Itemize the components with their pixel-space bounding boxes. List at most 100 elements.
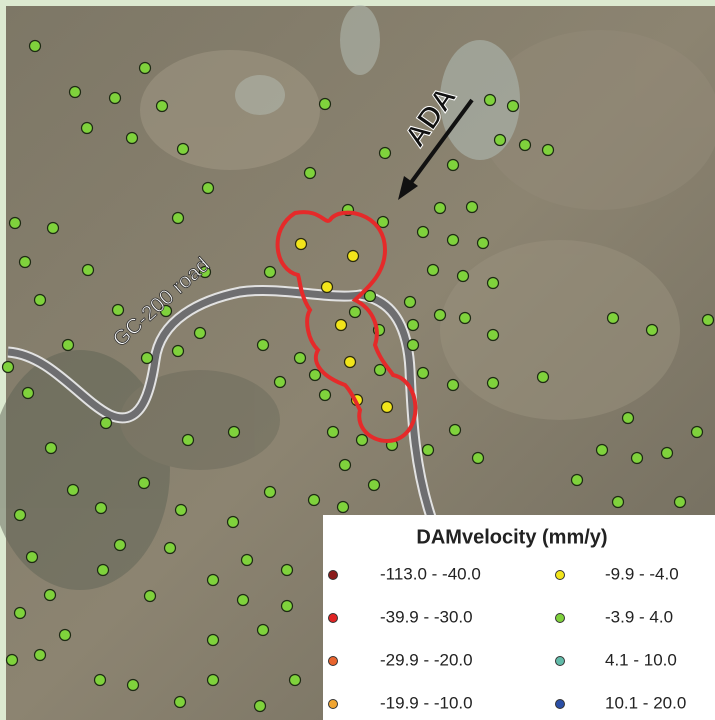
- point: [275, 377, 286, 388]
- point: [692, 427, 703, 438]
- point: [632, 453, 643, 464]
- point: [380, 148, 391, 159]
- legend-swatch: [329, 614, 338, 623]
- point: [405, 297, 416, 308]
- map-view: ADA GC-200 road DAMvelocity (mm/y) -113.…: [0, 0, 715, 720]
- point: [336, 320, 347, 331]
- point: [208, 575, 219, 586]
- point: [96, 503, 107, 514]
- point: [365, 291, 376, 302]
- point: [608, 313, 619, 324]
- point: [208, 675, 219, 686]
- point: [282, 565, 293, 576]
- legend-swatch: [329, 571, 338, 580]
- point: [60, 630, 71, 641]
- point: [350, 307, 361, 318]
- point: [460, 313, 471, 324]
- point: [572, 475, 583, 486]
- point: [310, 370, 321, 381]
- point: [140, 63, 151, 74]
- point: [322, 282, 333, 293]
- point: [45, 590, 56, 601]
- point: [448, 380, 459, 391]
- point: [647, 325, 658, 336]
- point: [127, 133, 138, 144]
- point: [128, 680, 139, 691]
- point: [348, 251, 359, 262]
- point: [458, 271, 469, 282]
- point: [15, 608, 26, 619]
- point: [543, 145, 554, 156]
- legend-swatch: [556, 571, 565, 580]
- point: [662, 448, 673, 459]
- point: [450, 425, 461, 436]
- point: [101, 418, 112, 429]
- point: [473, 453, 484, 464]
- point: [110, 93, 121, 104]
- point: [488, 330, 499, 341]
- point: [10, 218, 21, 229]
- point: [255, 701, 266, 712]
- point: [157, 101, 168, 112]
- point: [35, 650, 46, 661]
- point: [175, 697, 186, 708]
- point: [68, 485, 79, 496]
- legend-label: -9.9 - -4.0: [605, 564, 679, 583]
- point: [229, 427, 240, 438]
- point: [357, 435, 368, 446]
- point: [228, 517, 239, 528]
- point: [176, 505, 187, 516]
- legend-swatch: [329, 700, 338, 709]
- point: [435, 203, 446, 214]
- point: [508, 101, 519, 112]
- point: [15, 510, 26, 521]
- point: [295, 353, 306, 364]
- point: [418, 368, 429, 379]
- point: [340, 460, 351, 471]
- point: [242, 555, 253, 566]
- point: [98, 565, 109, 576]
- point: [258, 625, 269, 636]
- point: [448, 160, 459, 171]
- point: [282, 601, 293, 612]
- legend-label: -39.9 - -30.0: [380, 607, 473, 626]
- legend-title: DAMvelocity (mm/y): [416, 526, 607, 548]
- point: [703, 315, 714, 326]
- point: [467, 202, 478, 213]
- point: [195, 328, 206, 339]
- point: [20, 257, 31, 268]
- point: [83, 265, 94, 276]
- point: [203, 183, 214, 194]
- point: [613, 497, 624, 508]
- point: [478, 238, 489, 249]
- point: [7, 655, 18, 666]
- point: [115, 540, 126, 551]
- point: [485, 95, 496, 106]
- point: [488, 378, 499, 389]
- point: [3, 362, 14, 373]
- point: [23, 388, 34, 399]
- point: [369, 480, 380, 491]
- page: ADA GC-200 road DAMvelocity (mm/y) -113.…: [0, 0, 715, 720]
- point: [305, 168, 316, 179]
- point: [27, 552, 38, 563]
- point: [675, 497, 686, 508]
- point: [495, 135, 506, 146]
- point: [173, 346, 184, 357]
- point: [375, 365, 386, 376]
- point: [183, 435, 194, 446]
- point: [345, 357, 356, 368]
- point: [258, 340, 269, 351]
- point: [488, 278, 499, 289]
- legend-label: -3.9 - 4.0: [605, 607, 673, 626]
- point: [320, 390, 331, 401]
- point: [238, 595, 249, 606]
- point: [428, 265, 439, 276]
- point: [35, 295, 46, 306]
- legend-label: -29.9 - -20.0: [380, 650, 473, 669]
- point: [408, 340, 419, 351]
- point: [408, 320, 419, 331]
- legend-swatch: [329, 657, 338, 666]
- point: [309, 495, 320, 506]
- legend-swatch: [556, 657, 565, 666]
